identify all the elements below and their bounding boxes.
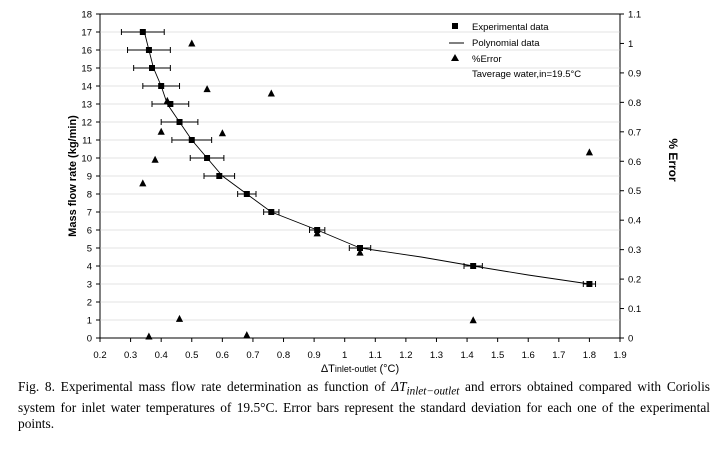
y-tick-label: 0	[87, 334, 92, 345]
error-point	[188, 39, 196, 47]
y2-tick-label: 1	[628, 39, 633, 50]
y-tick-label: 14	[81, 82, 92, 93]
y-tick-label: 1	[87, 316, 92, 327]
error-point	[163, 96, 171, 104]
x-tick-label: 0.8	[277, 350, 290, 361]
experimental-point	[586, 281, 593, 287]
y2-axis-label: % Error	[666, 138, 680, 182]
y-tick-label: 8	[87, 190, 92, 201]
y-tick-label: 4	[87, 262, 92, 273]
legend-label-polynomial: Polynomial data	[472, 38, 540, 49]
error-point	[203, 85, 211, 93]
y2-tick-label: 0	[628, 334, 633, 345]
x-tick-label: 0.3	[124, 350, 137, 361]
y2-tick-label: 0.2	[628, 275, 641, 286]
legend-marker-experimental	[452, 23, 458, 29]
experimental-point	[470, 263, 477, 269]
chart: 0.2 0.3 0.4 0.5 0.6 0.7 0.8 0.9 1 1.1 1.2 1.3 1.4 1.5…	[67, 10, 680, 376]
experimental-point	[139, 29, 146, 35]
experimental-point	[149, 65, 155, 71]
x-tick-label: 1.5	[491, 350, 504, 361]
y2-tick-label: 0.5	[628, 186, 641, 197]
figure-caption: Fig. 8. Experimental mass flow rate dete…	[18, 379, 710, 431]
error-point	[469, 316, 477, 324]
y2-tick-label: 1.1	[628, 10, 641, 21]
error-point	[145, 332, 153, 340]
x-axis-ticks: 0.2 0.3 0.4 0.5 0.6 0.7 0.8 0.9 1 1.1 1.2 1.3 1.4 1.5…	[93, 338, 627, 361]
error-point	[313, 229, 321, 237]
experimental-point	[243, 191, 250, 197]
x-tick-label: 0.5	[185, 350, 198, 361]
experimental-point	[357, 245, 363, 251]
y-tick-label: 12	[81, 118, 92, 129]
experimental-point	[216, 173, 223, 179]
legend-label-error: %Error	[472, 54, 502, 65]
experimental-point	[167, 101, 174, 107]
experimental-point	[176, 119, 183, 125]
error-point	[267, 89, 275, 97]
y2-axis-ticks: 0 0.1 0.2 0.3 0.4 0.5 0.6 0.7 0.8 0.9 1 1.1	[620, 10, 641, 345]
error-point	[151, 155, 159, 163]
error-point	[175, 314, 184, 322]
y-tick-label: 15	[81, 64, 92, 75]
x-tick-label: 1.9	[613, 350, 626, 361]
error-point	[243, 331, 251, 339]
x-tick-label: 1.2	[399, 350, 412, 361]
experimental-point	[268, 209, 275, 215]
legend-note-temperature: Taverage water,in=19.5°C	[472, 69, 581, 80]
y2-tick-label: 0.9	[628, 68, 641, 79]
y-tick-label: 2	[87, 298, 92, 309]
error-point	[139, 179, 147, 187]
error-series	[139, 39, 593, 340]
y-tick-label: 5	[87, 244, 92, 255]
experimental-point	[188, 137, 195, 143]
y-tick-label: 11	[82, 136, 92, 147]
y2-tick-label: 0.1	[628, 304, 641, 315]
x-tick-label: 0.2	[93, 350, 106, 361]
x-tick-label: 1.7	[552, 350, 565, 361]
legend: Experimental data Polynomial data %Error…	[449, 22, 581, 80]
error-point	[356, 248, 364, 256]
error-point	[157, 127, 165, 135]
y2-tick-label: 0.8	[628, 98, 641, 109]
experimental-point	[158, 83, 165, 89]
x-tick-label: 1.1	[369, 350, 382, 361]
y-tick-label: 13	[81, 100, 92, 111]
x-tick-label: 0.7	[246, 350, 259, 361]
y-tick-label: 9	[87, 172, 92, 183]
y-tick-label: 17	[81, 28, 92, 39]
y2-tick-label: 0.6	[628, 157, 641, 168]
x-axis-label: ΔTinlet-outlet (°C)	[321, 363, 399, 375]
x-tick-label: 1	[342, 350, 347, 361]
error-point	[585, 148, 593, 156]
experimental-point	[204, 155, 211, 161]
y-tick-label: 10	[81, 154, 92, 165]
legend-marker-error	[451, 54, 459, 61]
error-point	[218, 129, 226, 137]
x-tick-label: 1.8	[583, 350, 596, 361]
y-tick-label: 3	[87, 280, 92, 291]
y-tick-label: 6	[87, 226, 92, 237]
legend-label-experimental: Experimental data	[472, 22, 549, 33]
x-tick-label: 0.9	[308, 350, 321, 361]
experimental-point	[145, 47, 152, 53]
x-tick-label: 1.4	[460, 350, 473, 361]
y-tick-label: 18	[81, 10, 92, 21]
y2-tick-label: 0.3	[628, 245, 641, 256]
x-tick-label: 0.6	[216, 350, 229, 361]
x-tick-label: 1.6	[522, 350, 535, 361]
y2-tick-label: 0.4	[628, 216, 641, 227]
x-tick-label: 1.3	[430, 350, 443, 361]
y-tick-label: 7	[87, 208, 92, 219]
y2-tick-label: 0.7	[628, 127, 641, 138]
x-tick-label: 0.4	[155, 350, 168, 361]
y-tick-label: 16	[81, 46, 92, 57]
y-axis-label: Mass flow rate (kg/min)	[67, 115, 79, 237]
caption-math: ΔTinlet−outlet	[391, 379, 460, 398]
